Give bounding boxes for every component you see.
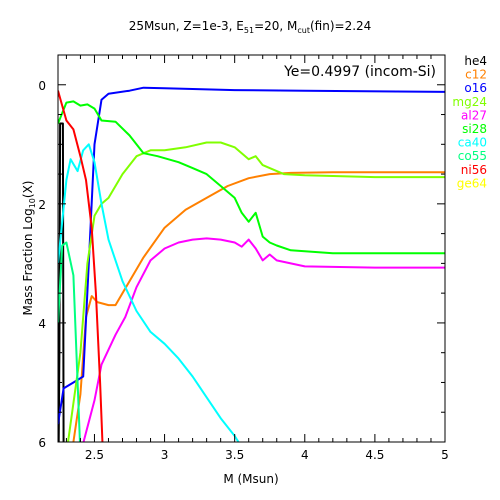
plot-frame (57, 54, 446, 443)
series-line-o16 (58, 86, 445, 425)
title-sub2: cut (297, 26, 310, 35)
x-tick-label: 3 (161, 448, 169, 462)
x-axis-label: M (Msun) (223, 472, 278, 486)
series-layer (58, 86, 445, 442)
title-main: 25Msun, Z=1e-3, E (129, 19, 244, 33)
legend-item-si28: si28 (462, 122, 487, 136)
legend-item-he4: he4 (464, 54, 487, 68)
chart-title: 25Msun, Z=1e-3, E51=20, Mcut(fin)=2.24 (129, 19, 372, 35)
title-end: (fin)=2.24 (310, 19, 371, 33)
legend-item-c12: c12 (465, 68, 487, 82)
legend-item-al27: al27 (461, 108, 487, 122)
y-tick-label: 4 (38, 317, 46, 331)
legend-item-ca40: ca40 (458, 136, 487, 150)
legend-item-o16: o16 (464, 81, 487, 95)
legend-item-co55: co55 (458, 149, 487, 163)
x-tick-label: 4.5 (365, 448, 384, 462)
y-tick-label: 0 (38, 79, 46, 93)
legend-item-ge64: ge64 (457, 176, 487, 190)
series-line-co55 (58, 241, 81, 442)
title-sub1: 51 (244, 26, 254, 35)
axis-layer: 2.5 3 3.5 4 4.5 5 0 2 4 6 (38, 54, 449, 462)
series-line-ca40 (58, 143, 240, 442)
legend-item-mg24: mg24 (452, 95, 487, 109)
ylabel-end: (X) (21, 181, 35, 199)
series-line-ni56 (58, 90, 104, 442)
y-axis-label: Mass Fraction Log10(X) (21, 181, 37, 316)
x-tick-label: 3.5 (225, 448, 244, 462)
x-tick-label: 2.5 (85, 448, 104, 462)
legend-item-ni56: ni56 (461, 163, 487, 177)
title-mid: =20, M (254, 19, 297, 33)
series-line-mg24 (67, 141, 445, 442)
ylabel-main: Mass Fraction Log (21, 208, 35, 315)
annotation-ye: Ye=0.4997 (incom-Si) (283, 64, 436, 80)
series-line-c12 (72, 171, 445, 442)
ylabel-sub: 10 (28, 198, 37, 208)
x-tick-label: 4 (301, 448, 309, 462)
y-tick-label: 6 (38, 436, 46, 450)
series-line-si28 (58, 100, 445, 255)
y-tick-label: 2 (38, 198, 46, 212)
x-tick-label: 5 (441, 448, 449, 462)
series-line-al27 (82, 237, 445, 442)
